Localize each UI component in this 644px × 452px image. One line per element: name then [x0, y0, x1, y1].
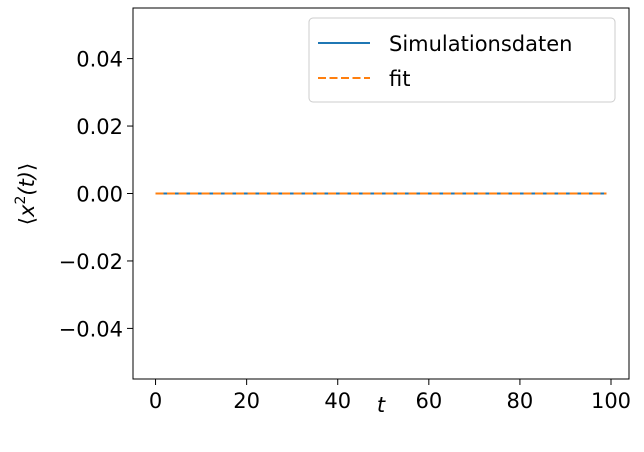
x-tick-label: 100	[591, 389, 631, 413]
x-axis: 0 20 40 60 80 100	[149, 379, 631, 413]
y-label-open-bracket: ⟨	[15, 217, 39, 225]
x-tick-label: 80	[507, 389, 534, 413]
y-tick-label: 0.02	[76, 115, 123, 139]
x-tick-label: 0	[149, 389, 162, 413]
y-label-close-bracket: ⟩	[15, 163, 39, 171]
x-tick-label: 20	[233, 389, 260, 413]
x-tick-label: 40	[324, 389, 351, 413]
y-axis-label: ⟨x2(t)⟩	[13, 163, 39, 225]
x-tick-label: 60	[415, 389, 442, 413]
y-label-exponent: 2	[13, 196, 29, 205]
y-label-argument: (t)	[15, 171, 39, 196]
x-axis-label: t	[377, 393, 386, 417]
legend: Simulationsdaten fit	[308, 17, 616, 103]
y-tick-label: −0.04	[59, 317, 123, 341]
legend-label-fit: fit	[389, 67, 410, 91]
y-label-variable: x	[15, 204, 39, 218]
legend-label-simulationsdaten: Simulationsdaten	[389, 32, 572, 56]
y-tick-label: −0.02	[59, 250, 123, 274]
y-tick-label: 0.04	[76, 48, 123, 72]
legend-box	[308, 17, 616, 103]
y-axis: 0.04 0.02 0.00 −0.02 −0.04	[59, 48, 133, 341]
y-tick-label: 0.00	[76, 183, 123, 207]
